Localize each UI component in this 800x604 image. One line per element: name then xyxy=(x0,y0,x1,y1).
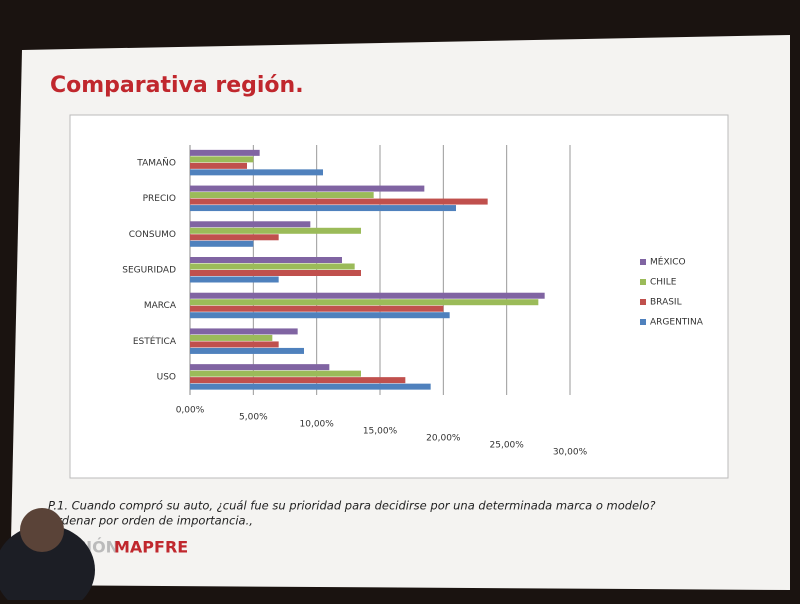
x-tick-label: 25,00% xyxy=(490,441,525,451)
bar xyxy=(190,149,260,156)
legend-label: BRASIL xyxy=(650,298,682,308)
footnote: Ordenar por orden de importancia., xyxy=(48,514,253,528)
legend-label: ARGENTINA xyxy=(650,318,704,328)
chart: 0,00% 5,00% 10,00% 15,00% 20,00% 25,00% 30,00%… xyxy=(122,145,704,458)
bar xyxy=(190,169,323,176)
bar xyxy=(190,221,311,228)
legend-swatch xyxy=(640,319,646,325)
bar xyxy=(190,292,545,299)
legend-swatch xyxy=(640,299,646,305)
bar xyxy=(190,276,279,283)
bar xyxy=(190,227,361,234)
bar xyxy=(190,334,273,341)
x-tick-label: 30,00% xyxy=(553,448,588,458)
bar xyxy=(190,263,355,270)
y-tick-label: ESTÉTICA xyxy=(133,335,177,347)
bar xyxy=(190,185,425,192)
speaker-head xyxy=(20,508,64,552)
y-tick-label: MARCA xyxy=(144,301,177,311)
x-tick-label: 5,00% xyxy=(239,413,268,423)
legend-label: CHILE xyxy=(650,278,677,288)
y-tick-label: PRECIO xyxy=(143,194,176,204)
bar xyxy=(190,370,361,377)
logo-text: MAPFRE xyxy=(114,538,188,557)
x-tick-label: 10,00% xyxy=(300,420,335,430)
bar xyxy=(190,383,431,390)
bar xyxy=(190,328,298,335)
bar xyxy=(190,162,247,169)
footnote: P.1. Cuando compró su auto, ¿cuál fue su… xyxy=(48,499,655,513)
bar xyxy=(190,240,254,247)
bar xyxy=(190,234,279,241)
bar xyxy=(190,192,374,199)
bar xyxy=(190,305,444,312)
y-tick-label: TAMAÑO xyxy=(136,157,176,168)
bar xyxy=(190,198,488,205)
bar xyxy=(190,257,342,263)
slide-title: Comparativa región. xyxy=(50,73,304,98)
legend-swatch xyxy=(640,279,646,285)
legend-swatch xyxy=(640,259,646,265)
bar xyxy=(190,312,450,319)
x-tick-label: 0,00% xyxy=(176,406,205,416)
bar xyxy=(190,156,254,163)
speaker-silhouette xyxy=(0,525,95,604)
bar xyxy=(190,364,330,371)
y-tick-label: SEGURIDAD xyxy=(122,266,176,276)
bar xyxy=(190,341,279,348)
bar xyxy=(190,205,456,212)
bar xyxy=(190,347,304,354)
x-tick-label: 15,00% xyxy=(363,427,398,437)
legend-label: MÉXICO xyxy=(650,256,686,268)
x-tick-label: 20,00% xyxy=(426,434,461,444)
bar xyxy=(190,377,406,384)
bar xyxy=(190,299,539,306)
y-tick-label: CONSUMO xyxy=(129,230,176,240)
bar xyxy=(190,270,361,276)
y-tick-label: USO xyxy=(157,373,176,383)
